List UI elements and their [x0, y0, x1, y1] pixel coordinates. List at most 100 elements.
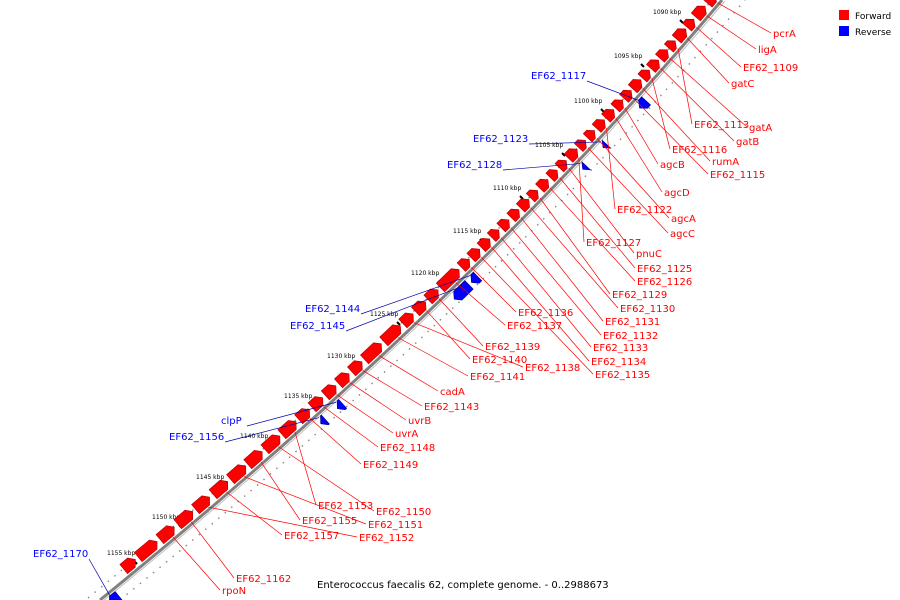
forward-gene-arrow[interactable] [466, 248, 481, 263]
forward-gene-arrow[interactable] [133, 539, 158, 563]
forward-gene-arrow[interactable] [525, 189, 539, 203]
forward-gene-arrow[interactable] [682, 18, 696, 32]
forward-gene-arrow[interactable] [435, 268, 460, 293]
forward-gene-arrow[interactable] [637, 69, 651, 83]
reverse-gene-arrow[interactable] [581, 161, 592, 171]
reverse-gene-label[interactable]: EF62_1170 [33, 549, 88, 560]
reverse-gene-arrow[interactable] [320, 414, 330, 426]
forward-gene-label[interactable]: gatC [731, 79, 754, 90]
forward-gene-label[interactable]: EF62_1126 [637, 277, 692, 288]
forward-gene-label[interactable]: pnuC [636, 249, 662, 260]
forward-gene-label[interactable]: EF62_1130 [620, 304, 675, 315]
forward-gene-arrow[interactable] [627, 79, 643, 94]
forward-gene-arrow[interactable] [208, 479, 229, 500]
forward-gene-arrow[interactable] [360, 342, 383, 365]
forward-gene-label[interactable]: EF62_1122 [617, 205, 672, 216]
forward-gene-label[interactable]: EF62_1157 [284, 531, 339, 542]
reverse-gene-label[interactable]: clpP [221, 416, 242, 427]
forward-gene-arrow[interactable] [243, 450, 263, 470]
forward-gene-arrow[interactable] [591, 119, 606, 133]
forward-gene-label[interactable]: EF62_1134 [591, 357, 646, 368]
forward-gene-label[interactable]: EF62_1129 [612, 290, 667, 301]
forward-gene-label[interactable]: agcA [671, 214, 696, 225]
forward-gene-label[interactable]: rumA [712, 157, 739, 168]
forward-gene-arrow[interactable] [582, 129, 596, 143]
forward-gene-arrow[interactable] [423, 288, 439, 305]
forward-gene-label[interactable]: EF62_1155 [302, 516, 357, 527]
forward-gene-arrow[interactable] [119, 557, 136, 575]
forward-gene-arrow[interactable] [610, 99, 624, 113]
forward-gene-label[interactable]: EF62_1151 [368, 520, 423, 531]
reverse-gene-label[interactable]: EF62_1123 [473, 134, 528, 145]
forward-gene-arrow[interactable] [515, 198, 530, 213]
forward-gene-label[interactable]: agcC [670, 229, 695, 240]
forward-gene-arrow[interactable] [456, 258, 471, 272]
forward-gene-arrow[interactable] [191, 495, 210, 515]
forward-gene-label[interactable]: EF62_1149 [363, 460, 418, 471]
forward-gene-label[interactable]: agcB [660, 160, 685, 171]
forward-gene-arrow[interactable] [601, 109, 616, 123]
forward-gene-label[interactable]: rpoN [222, 586, 246, 597]
forward-gene-label[interactable]: uvrB [408, 416, 431, 427]
forward-gene-arrow[interactable] [646, 59, 660, 73]
reverse-gene-arrow[interactable] [601, 139, 612, 149]
forward-gene-arrow[interactable] [334, 372, 350, 389]
forward-gene-label[interactable]: ligA [758, 45, 777, 56]
forward-gene-label[interactable]: EF62_1125 [637, 264, 692, 275]
reverse-gene-arrow[interactable] [638, 96, 651, 109]
forward-gene-arrow[interactable] [347, 360, 363, 377]
forward-gene-label[interactable]: agcD [664, 188, 690, 199]
forward-gene-arrow[interactable] [398, 312, 414, 329]
forward-gene-arrow[interactable] [655, 49, 669, 63]
forward-gene-arrow[interactable] [496, 218, 510, 233]
forward-gene-arrow[interactable] [294, 408, 310, 425]
reverse-gene-label[interactable]: EF62_1128 [447, 160, 502, 171]
forward-gene-arrow[interactable] [226, 464, 247, 485]
reverse-gene-label[interactable]: EF62_1145 [290, 321, 345, 332]
forward-gene-arrow[interactable] [260, 434, 281, 455]
reverse-gene-label[interactable]: EF62_1117 [531, 71, 586, 82]
forward-gene-arrow[interactable] [379, 324, 402, 347]
forward-gene-label[interactable]: EF62_1137 [507, 321, 562, 332]
forward-gene-label[interactable]: uvrA [395, 429, 418, 440]
forward-gene-label[interactable]: EF62_1127 [586, 238, 641, 249]
forward-gene-arrow[interactable] [563, 148, 579, 163]
forward-gene-arrow[interactable] [173, 509, 194, 530]
forward-gene-label[interactable]: EF62_1148 [380, 443, 435, 454]
reverse-gene-arrow[interactable] [470, 271, 483, 284]
forward-gene-arrow[interactable] [476, 237, 491, 253]
forward-gene-label[interactable]: gatB [736, 137, 759, 148]
forward-gene-label[interactable]: pcrA [773, 29, 796, 40]
forward-gene-arrow[interactable] [535, 178, 550, 193]
forward-gene-label[interactable]: EF62_1135 [595, 370, 650, 381]
reverse-gene-arrow[interactable] [109, 591, 123, 600]
forward-gene-arrow[interactable] [690, 5, 707, 22]
forward-gene-arrow[interactable] [545, 169, 559, 182]
forward-gene-label[interactable]: EF62_1115 [710, 170, 765, 181]
forward-gene-label[interactable]: EF62_1133 [593, 343, 648, 354]
forward-gene-label[interactable]: EF62_1132 [603, 331, 658, 342]
forward-gene-label[interactable]: cadA [440, 387, 465, 398]
forward-gene-label[interactable]: EF62_1109 [743, 63, 798, 74]
forward-gene-arrow[interactable] [486, 229, 500, 242]
forward-gene-label[interactable]: EF62_1162 [236, 574, 291, 585]
forward-gene-label[interactable]: EF62_1152 [359, 533, 414, 544]
forward-gene-label[interactable]: EF62_1143 [424, 402, 479, 413]
forward-gene-label[interactable]: EF62_1113 [694, 120, 749, 131]
forward-gene-arrow[interactable] [307, 396, 324, 413]
reverse-gene-arrow[interactable] [336, 398, 348, 411]
forward-gene-label[interactable]: EF62_1136 [518, 308, 573, 319]
reverse-gene-label[interactable]: EF62_1156 [169, 432, 224, 443]
forward-gene-label[interactable]: EF62_1150 [376, 507, 431, 518]
forward-gene-arrow[interactable] [506, 208, 520, 223]
forward-gene-label[interactable]: gatA [749, 123, 772, 134]
reverse-gene-label[interactable]: EF62_1144 [305, 304, 360, 315]
forward-gene-arrow[interactable] [619, 89, 633, 103]
forward-gene-arrow[interactable] [155, 525, 175, 545]
forward-gene-arrow[interactable] [663, 40, 677, 53]
forward-gene-label[interactable]: EF62_1116 [672, 145, 727, 156]
forward-gene-arrow[interactable] [703, 0, 717, 8]
forward-gene-label[interactable]: EF62_1153 [318, 501, 373, 512]
forward-gene-label[interactable]: EF62_1139 [485, 342, 540, 353]
forward-gene-label[interactable]: EF62_1140 [472, 355, 527, 366]
